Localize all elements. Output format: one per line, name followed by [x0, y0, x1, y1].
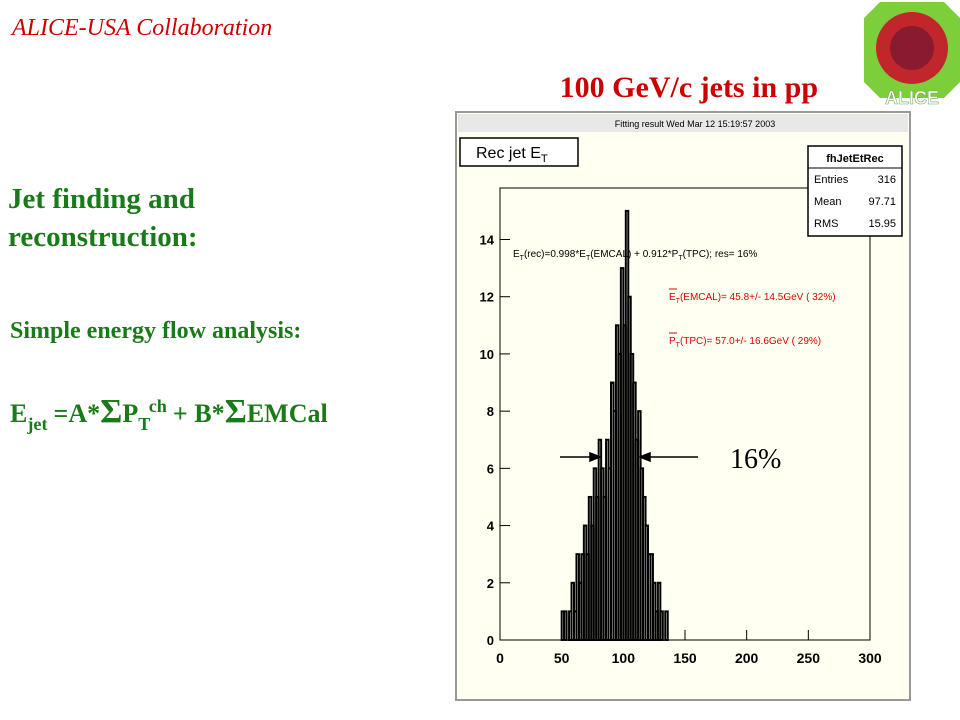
- tpc-sub: T: [676, 342, 681, 349]
- fit-sub: T: [586, 255, 591, 262]
- formula-part: P: [122, 399, 138, 428]
- heading: Jet finding and reconstruction:: [8, 183, 198, 253]
- formula-part: + B*: [173, 399, 225, 428]
- formula-sigma: Σ: [225, 393, 247, 430]
- collaboration: ALICE-USA Collaboration: [10, 15, 272, 41]
- stats-name: fhJetEtRec: [826, 153, 883, 165]
- y-tick-label: 2: [487, 576, 494, 591]
- chart-title: Rec jet ET: [476, 145, 548, 165]
- fit-part: (TPC); res= 16%: [683, 249, 758, 260]
- resolution-label: 16%: [730, 444, 781, 475]
- x-tick-label: 200: [735, 650, 759, 666]
- y-tick-label: 10: [480, 347, 494, 362]
- x-tick-label: 100: [612, 650, 636, 666]
- y-tick-label: 8: [487, 404, 494, 419]
- stats-box: [807, 145, 903, 237]
- y-tick-label: 12: [480, 290, 494, 305]
- x-tick-label: 250: [797, 650, 821, 666]
- emcal-sub: T: [676, 298, 681, 305]
- heading-box: Jet finding and reconstruction:: [8, 183, 198, 253]
- plot-frame: [499, 187, 871, 641]
- stats-value: 15.95: [868, 218, 896, 230]
- fit-part: (rec)=0.998*E: [524, 249, 586, 260]
- y-tick-label: 14: [480, 232, 495, 247]
- chart-title-part: Rec jet E: [476, 145, 541, 162]
- stats-label: Mean: [814, 196, 842, 208]
- method: Simple energy flow analysis:: [10, 318, 301, 344]
- slide-title: 100 GeV/c jets in pp: [560, 71, 818, 104]
- histogram-bin: [659, 610, 664, 641]
- x-tick-label: 0: [496, 650, 504, 666]
- stats-label: RMS: [814, 218, 838, 230]
- emcal-part: (EMCAL)= 45.8+/- 14.5GeV ( 32%): [680, 292, 836, 303]
- formula-sub: T: [138, 414, 150, 434]
- formula-sup: ch: [149, 396, 167, 416]
- panel-header: Fitting result Wed Mar 12 15:19:57 2003: [615, 119, 775, 129]
- emcal-annotation: ET(EMCAL)= 45.8+/- 14.5GeV ( 32%): [669, 292, 836, 305]
- fit-sub: T: [520, 255, 525, 262]
- x-tick-label: 50: [554, 650, 570, 666]
- x-tick-label: 300: [858, 650, 882, 666]
- resolution-arrows: [560, 451, 698, 463]
- fit-part: (EMCAL) + 0.912*P: [590, 249, 678, 260]
- formula-part: EMCal: [247, 399, 328, 428]
- stats-value: 316: [878, 174, 896, 186]
- chart-title-sub: T: [541, 153, 548, 165]
- formula-sigma: Σ: [100, 393, 122, 430]
- tpc-part: (TPC)= 57.0+/- 16.6GeV ( 29%): [680, 336, 821, 347]
- title-box: [459, 137, 579, 167]
- stats-value: 97.71: [868, 196, 896, 208]
- emcal-part: E: [669, 292, 676, 303]
- y-tick-label: 4: [487, 519, 495, 534]
- histogram-bin: [563, 610, 568, 641]
- fit-annotation: ET(rec)=0.998*ET(EMCAL) + 0.912*PT(TPC);…: [513, 249, 757, 262]
- formula-part: =A*: [54, 399, 101, 428]
- formula-part: E: [10, 399, 27, 428]
- logo: ALICE: [864, 2, 960, 108]
- panel-header-bg: [458, 114, 908, 132]
- x-tick-label: 150: [673, 650, 697, 666]
- tpc-part: P: [669, 336, 676, 347]
- histogram-bin: [664, 610, 669, 641]
- logo-text: ALICE: [885, 88, 939, 108]
- fit-sub: T: [678, 255, 683, 262]
- histogram-panel: Fitting result Wed Mar 12 15:19:57 2003 …: [455, 111, 911, 701]
- formula-sub: jet: [26, 414, 47, 434]
- stats-label: Entries: [814, 174, 849, 186]
- tpc-annotation: PT(TPC)= 57.0+/- 16.6GeV ( 29%): [669, 336, 821, 349]
- formula: Ejet =A*ΣPTch + B*ΣEMCal: [10, 393, 328, 434]
- y-tick-label: 0: [487, 633, 494, 648]
- fit-part: E: [513, 249, 520, 260]
- y-tick-label: 6: [487, 461, 494, 476]
